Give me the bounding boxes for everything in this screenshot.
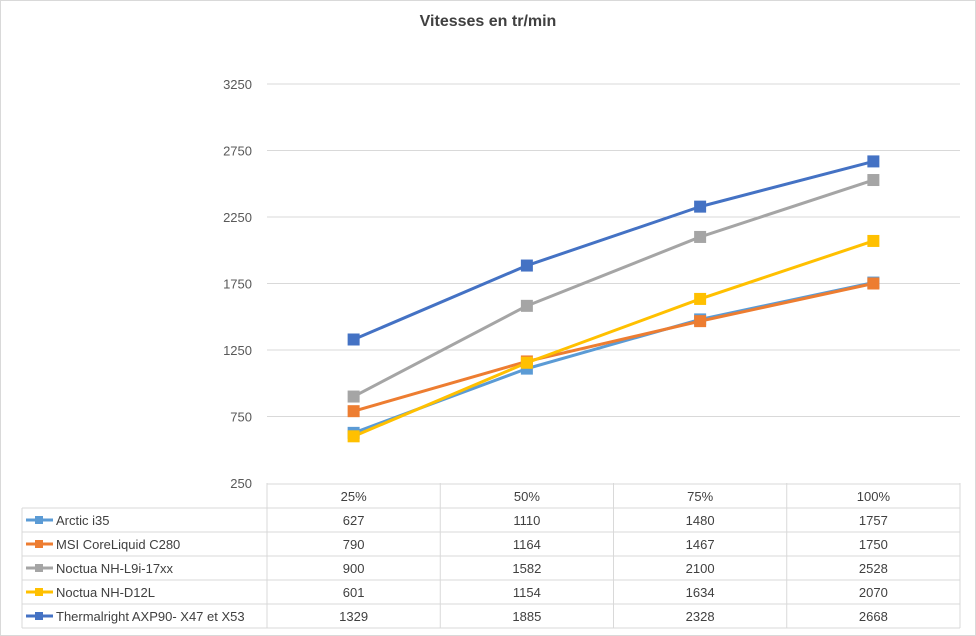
table-cell-value: 1480: [686, 513, 715, 528]
data-point-marker: [694, 230, 707, 243]
table-cell-value: 2100: [686, 561, 715, 576]
data-point-marker: [867, 155, 880, 168]
data-point-marker: [347, 390, 360, 403]
series-line: [353, 282, 874, 413]
series-line: [352, 178, 874, 398]
table-cell-value: 1110: [513, 513, 540, 528]
table-cell-value: 1634: [686, 585, 715, 600]
legend-series-name: Noctua NH-L9i-17xx: [56, 561, 174, 576]
series-line: [353, 239, 874, 438]
data-point-marker: [520, 299, 533, 312]
legend-key-marker: [35, 612, 43, 620]
series-lines: [352, 159, 874, 438]
table-cell-value: 1582: [512, 561, 541, 576]
table-cell-value: 1467: [686, 537, 715, 552]
data-table: 25% 50% 75% 100% Arctic i35 627 1110 1480 1757 MS…: [21, 483, 961, 629]
table-cell-value: 1164: [513, 537, 541, 552]
legend-key-marker: [35, 588, 43, 596]
table-cell-value: 1750: [859, 537, 888, 552]
table-cell-value: 627: [343, 513, 365, 528]
table-cell-value: 1757: [859, 513, 888, 528]
data-point-marker: [867, 277, 880, 290]
y-tick-label: 750: [230, 410, 252, 425]
table-cell-value: 2328: [686, 609, 715, 624]
x-tick-label: 100%: [857, 489, 891, 504]
y-tick-label: 1750: [223, 277, 252, 292]
y-axis-ticks: 250 750 1250 1750 2250 2750 3250: [223, 77, 252, 491]
table-cell-value: 2070: [859, 585, 888, 600]
table-cell-value: 2668: [859, 609, 888, 624]
data-point-marker: [347, 430, 360, 443]
gridlines: [267, 83, 960, 417]
data-point-marker: [694, 292, 707, 305]
legend-key-marker: [35, 540, 43, 548]
data-point-marker: [867, 234, 880, 247]
data-point-marker: [694, 315, 707, 328]
table-cell-value: 1154: [513, 585, 541, 600]
data-point-marker: [867, 174, 880, 187]
table-cell-value: 790: [343, 537, 365, 552]
x-tick-label: 75%: [687, 489, 713, 504]
x-tick-label: 50%: [514, 489, 540, 504]
table-cell-value: 2528: [859, 561, 888, 576]
data-point-marker: [347, 333, 360, 346]
y-tick-label: 250: [230, 476, 252, 491]
series-markers: [347, 155, 880, 443]
y-tick-label: 2250: [223, 210, 252, 225]
legend-series-name: MSI CoreLiquid C280: [56, 537, 180, 552]
x-tick-label: 25%: [341, 489, 367, 504]
table-cell-value: 601: [343, 585, 365, 600]
table-cell-value: 900: [343, 561, 365, 576]
legend-series-name: Thermalright AXP90- X47 et X53: [56, 609, 245, 624]
legend-series-name: Arctic i35: [56, 513, 109, 528]
table-cell-value: 1329: [339, 609, 368, 624]
legend-series-name: Noctua NH-D12L: [56, 585, 155, 600]
table-cell-value: 1885: [512, 609, 541, 624]
series-line: [353, 159, 874, 341]
chart-title: Vitesses en tr/min: [419, 13, 557, 30]
data-point-marker: [347, 405, 360, 418]
data-point-marker: [520, 259, 533, 272]
y-tick-label: 3250: [223, 77, 252, 92]
y-tick-label: 2750: [223, 144, 252, 159]
y-tick-label: 1250: [223, 343, 252, 358]
data-point-marker: [520, 356, 533, 369]
data-point-marker: [694, 200, 707, 213]
legend-key-marker: [35, 516, 43, 524]
legend-key-marker: [35, 564, 43, 572]
